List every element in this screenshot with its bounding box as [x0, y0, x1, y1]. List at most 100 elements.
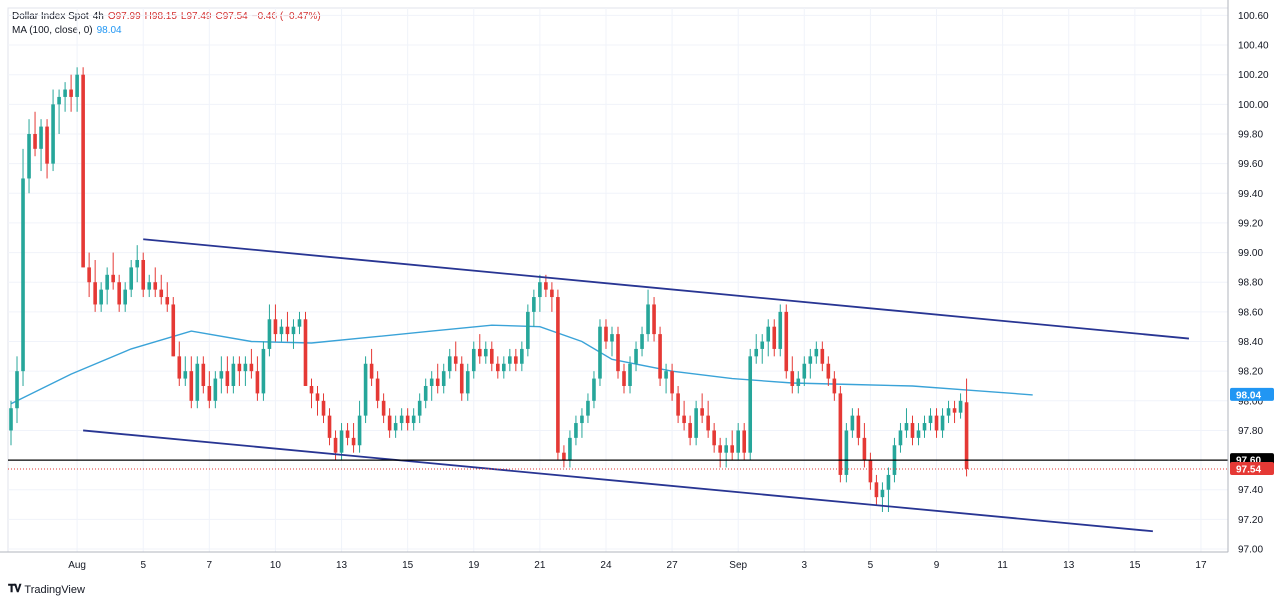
candle-body: [129, 267, 134, 290]
candle-body: [201, 363, 206, 386]
candle-body: [21, 178, 25, 372]
candle-body: [808, 356, 813, 364]
candle-body: [369, 363, 374, 379]
candle-body: [688, 423, 692, 438]
y-tick-label: 99.20: [1238, 218, 1263, 229]
candle-body: [616, 334, 620, 372]
candle-body: [574, 423, 578, 438]
candle-body: [339, 430, 344, 453]
legend-ma-label[interactable]: MA (100, close, 0): [12, 25, 93, 36]
legend-interval[interactable]: 4h: [92, 11, 104, 22]
y-tick-label: 97.00: [1238, 545, 1263, 556]
legend-change: −0.46 (−0.47%): [251, 11, 321, 22]
x-tick-label: 15: [402, 560, 414, 571]
candle-body: [856, 415, 861, 438]
candle-body: [802, 363, 807, 379]
plot-frame: [7, 7, 1229, 553]
candle-body: [718, 445, 722, 453]
candle-body: [195, 363, 200, 401]
candle-body: [526, 311, 530, 349]
candle-body: [760, 341, 765, 349]
candle-body: [399, 415, 404, 424]
candle-body: [784, 311, 789, 372]
candle-body: [934, 415, 939, 431]
time-axis: Aug 5 7 10 13 15 19 21 24 27 Sep 3 5 9 11 13 15 17: [0, 551, 1228, 571]
candle-body: [796, 378, 801, 386]
candle-body: [880, 489, 885, 498]
candle-body: [189, 371, 194, 401]
candle-body: [592, 378, 596, 401]
candle-body: [165, 297, 170, 305]
candle-body: [237, 363, 242, 372]
y-tick-label: 100.40: [1238, 41, 1269, 52]
x-tick-label: 10: [270, 560, 282, 571]
candle-body: [357, 415, 362, 446]
candle-body: [700, 408, 704, 416]
candle-body: [123, 289, 127, 305]
candle-body: [51, 104, 55, 164]
candle-body: [862, 437, 867, 461]
candle-body: [363, 363, 368, 416]
candle-body: [75, 74, 79, 97]
candle-body: [514, 356, 518, 364]
tradingview-wordmark: TradingView: [24, 583, 85, 596]
y-tick-label: 98.80: [1238, 278, 1263, 289]
candle-body: [417, 400, 422, 416]
candle-body: [303, 319, 308, 386]
candle-body: [147, 282, 152, 290]
x-tick-label: Aug: [68, 560, 86, 571]
candle-body: [832, 378, 837, 394]
channel-upper-line: [143, 238, 1190, 340]
candle-body: [952, 408, 957, 413]
candle-body: [99, 289, 103, 305]
x-tick-label: 24: [600, 560, 612, 571]
candle-body: [471, 348, 476, 372]
candle-body: [477, 348, 482, 357]
candle-body: [652, 304, 656, 335]
candle-body: [736, 430, 740, 453]
candle-body: [309, 385, 314, 394]
candle-body: [946, 408, 951, 416]
y-tick-label: 100.60: [1238, 11, 1269, 22]
legend-low: L97.49: [180, 11, 212, 22]
candle-body: [628, 363, 632, 386]
x-tick-label: 3: [802, 560, 808, 571]
candle-body: [135, 259, 140, 268]
candle-body: [712, 430, 716, 446]
legend-open: O97.99: [107, 11, 141, 22]
price-badge-label-support: 97.60: [1236, 456, 1261, 467]
candle-body: [820, 348, 825, 364]
x-tick-label: 7: [207, 560, 213, 571]
legend-symbol[interactable]: Dollar Index Spot: [12, 11, 89, 22]
candle-body: [225, 371, 230, 386]
candle-body: [435, 378, 440, 386]
x-tick-label: 5: [868, 560, 874, 571]
candle-body: [183, 371, 188, 379]
candle-body: [453, 356, 458, 364]
candle-body: [171, 304, 176, 357]
candle-body: [748, 356, 753, 453]
candle-body: [886, 474, 891, 490]
price-badge-ma: [1230, 387, 1274, 401]
candle-body: [393, 423, 398, 431]
y-tick-label: 100.20: [1238, 70, 1269, 81]
x-tick-label: 9: [934, 560, 940, 571]
candle-body: [520, 348, 524, 364]
candle-body: [33, 133, 37, 149]
tradingview-logo[interactable]: 𝐓𝐕 TradingView: [8, 583, 85, 596]
candle-body: [261, 348, 266, 394]
candle-body: [213, 378, 218, 401]
candle-body: [45, 126, 49, 164]
x-tick-label: 5: [140, 560, 146, 571]
candle-body: [646, 304, 650, 335]
y-tick-label: 100.00: [1238, 100, 1269, 111]
candle-body: [243, 363, 248, 372]
chart-legend: Dollar Index Spot 4h O97.99 H98.15 L97.4…: [12, 10, 321, 38]
candle-body: [423, 385, 428, 401]
candle-body: [754, 348, 759, 357]
x-tick-label: 21: [534, 560, 546, 571]
chart-grid: [7, 7, 1229, 553]
candle-body: [724, 445, 728, 453]
